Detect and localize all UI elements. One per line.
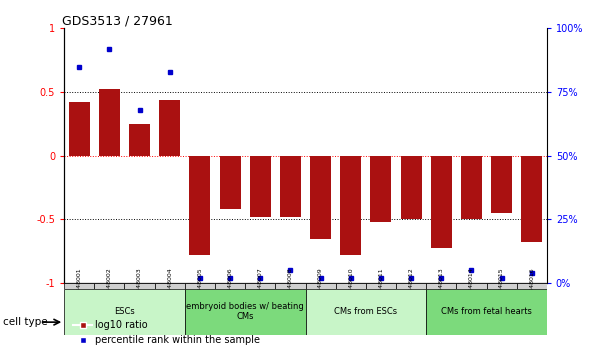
- Text: GSM348010: GSM348010: [348, 267, 353, 305]
- Bar: [185, 289, 306, 335]
- Bar: [370, 156, 392, 222]
- Bar: [401, 156, 422, 219]
- Text: GSM348002: GSM348002: [107, 267, 112, 305]
- Text: GSM348004: GSM348004: [167, 267, 172, 305]
- Bar: [521, 156, 543, 242]
- Text: CMs from fetal hearts: CMs from fetal hearts: [441, 307, 532, 316]
- Text: GSM348008: GSM348008: [288, 267, 293, 305]
- Bar: [431, 156, 452, 247]
- Text: GSM348016: GSM348016: [529, 267, 534, 305]
- Bar: [310, 156, 331, 239]
- Bar: [426, 283, 456, 289]
- Bar: [64, 289, 185, 335]
- Bar: [155, 283, 185, 289]
- Text: GSM348007: GSM348007: [258, 267, 263, 305]
- Bar: [461, 156, 482, 219]
- Bar: [486, 283, 517, 289]
- Legend: log10 ratio, percentile rank within the sample: log10 ratio, percentile rank within the …: [69, 316, 264, 349]
- Bar: [306, 289, 426, 335]
- Bar: [219, 156, 241, 209]
- Bar: [280, 156, 301, 217]
- Text: GSM348015: GSM348015: [499, 267, 504, 305]
- Bar: [366, 283, 396, 289]
- Bar: [185, 283, 215, 289]
- Text: cell type: cell type: [3, 317, 48, 327]
- Bar: [189, 156, 210, 255]
- Text: GSM348009: GSM348009: [318, 267, 323, 305]
- Bar: [426, 289, 547, 335]
- Bar: [276, 283, 306, 289]
- Text: GSM348012: GSM348012: [409, 267, 414, 305]
- Bar: [306, 283, 335, 289]
- Bar: [129, 124, 150, 156]
- Bar: [456, 283, 486, 289]
- Bar: [396, 283, 426, 289]
- Text: CMs from ESCs: CMs from ESCs: [334, 307, 397, 316]
- Text: GSM348003: GSM348003: [137, 267, 142, 305]
- Bar: [64, 283, 94, 289]
- Bar: [340, 156, 361, 255]
- Bar: [94, 283, 125, 289]
- Text: GDS3513 / 27961: GDS3513 / 27961: [62, 14, 172, 27]
- Bar: [517, 283, 547, 289]
- Bar: [491, 156, 512, 213]
- Text: ESCs: ESCs: [114, 307, 135, 316]
- Bar: [245, 283, 276, 289]
- Bar: [250, 156, 271, 217]
- Text: GSM348014: GSM348014: [469, 267, 474, 305]
- Bar: [68, 102, 90, 156]
- Text: embryoid bodies w/ beating
CMs: embryoid bodies w/ beating CMs: [186, 302, 304, 321]
- Text: GSM348013: GSM348013: [439, 267, 444, 305]
- Text: GSM348006: GSM348006: [227, 267, 233, 305]
- Text: GSM348001: GSM348001: [77, 267, 82, 305]
- Bar: [215, 283, 245, 289]
- Bar: [159, 100, 180, 156]
- Bar: [99, 90, 120, 156]
- Text: GSM348011: GSM348011: [378, 267, 384, 305]
- Bar: [125, 283, 155, 289]
- Text: GSM348005: GSM348005: [197, 267, 202, 305]
- Bar: [335, 283, 366, 289]
